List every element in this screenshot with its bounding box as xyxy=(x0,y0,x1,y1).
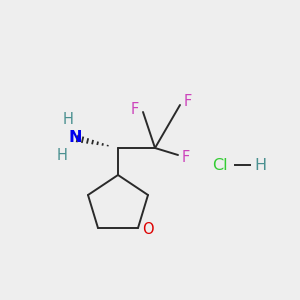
Text: F: F xyxy=(182,151,190,166)
Text: H: H xyxy=(254,158,266,172)
Text: F: F xyxy=(184,94,192,110)
Text: N: N xyxy=(68,130,82,146)
Text: H: H xyxy=(63,112,74,128)
Text: O: O xyxy=(142,223,154,238)
Text: H: H xyxy=(57,148,68,163)
Text: F: F xyxy=(131,101,139,116)
Text: Cl: Cl xyxy=(212,158,228,172)
